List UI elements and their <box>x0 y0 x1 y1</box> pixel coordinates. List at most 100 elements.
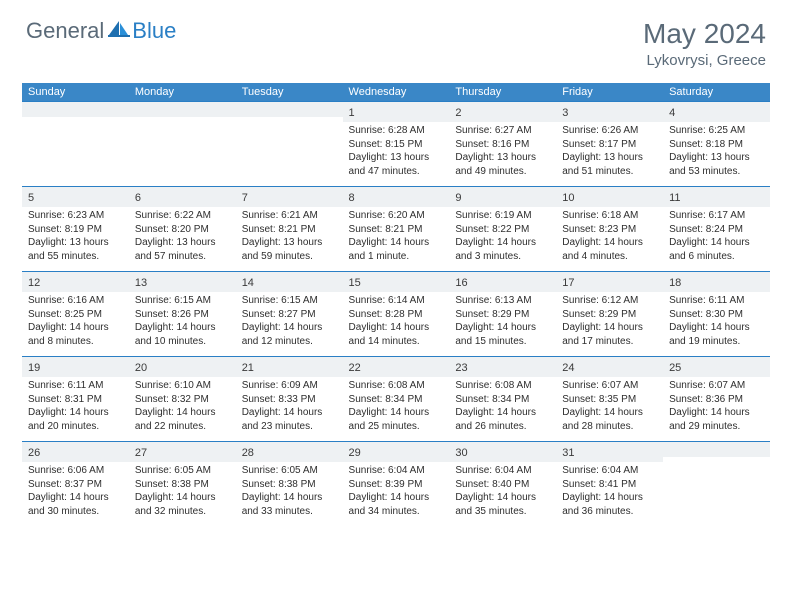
sunrise-line: Sunrise: 6:11 AM <box>669 294 764 308</box>
sunrise-line: Sunrise: 6:08 AM <box>349 379 444 393</box>
calendar-week: 5Sunrise: 6:23 AMSunset: 8:19 PMDaylight… <box>22 186 770 271</box>
sunrise-line: Sunrise: 6:04 AM <box>455 464 550 478</box>
daylight-line: Daylight: 13 hours and 57 minutes. <box>135 236 230 263</box>
calendar-week: 19Sunrise: 6:11 AMSunset: 8:31 PMDayligh… <box>22 356 770 441</box>
day-number-bar: 7 <box>236 186 343 207</box>
day-number: 28 <box>242 447 254 459</box>
sunset-line: Sunset: 8:20 PM <box>135 223 230 237</box>
day-detail: Sunrise: 6:17 AMSunset: 8:24 PMDaylight:… <box>663 207 770 267</box>
sunset-line: Sunset: 8:22 PM <box>455 223 550 237</box>
day-number-bar <box>22 101 129 117</box>
sunset-line: Sunset: 8:35 PM <box>562 393 657 407</box>
day-number: 25 <box>669 362 681 374</box>
sunrise-line: Sunrise: 6:10 AM <box>135 379 230 393</box>
sunset-line: Sunset: 8:40 PM <box>455 478 550 492</box>
calendar-cell <box>236 101 343 186</box>
day-number: 1 <box>349 107 355 119</box>
sunrise-line: Sunrise: 6:11 AM <box>28 379 123 393</box>
sunset-line: Sunset: 8:31 PM <box>28 393 123 407</box>
day-detail: Sunrise: 6:07 AMSunset: 8:35 PMDaylight:… <box>556 377 663 437</box>
calendar-cell: 11Sunrise: 6:17 AMSunset: 8:24 PMDayligh… <box>663 186 770 271</box>
day-number-bar: 22 <box>343 356 450 377</box>
calendar-cell: 27Sunrise: 6:05 AMSunset: 8:38 PMDayligh… <box>129 441 236 526</box>
day-number-bar: 20 <box>129 356 236 377</box>
daylight-line: Daylight: 14 hours and 4 minutes. <box>562 236 657 263</box>
day-number-bar: 11 <box>663 186 770 207</box>
calendar-body: 1Sunrise: 6:28 AMSunset: 8:15 PMDaylight… <box>22 101 770 526</box>
daylight-line: Daylight: 14 hours and 14 minutes. <box>349 321 444 348</box>
calendar-week: 12Sunrise: 6:16 AMSunset: 8:25 PMDayligh… <box>22 271 770 356</box>
daylight-line: Daylight: 13 hours and 59 minutes. <box>242 236 337 263</box>
day-header: Thursday <box>449 83 556 101</box>
daylight-line: Daylight: 14 hours and 10 minutes. <box>135 321 230 348</box>
day-number-bar: 31 <box>556 441 663 462</box>
calendar-cell: 25Sunrise: 6:07 AMSunset: 8:36 PMDayligh… <box>663 356 770 441</box>
sunrise-line: Sunrise: 6:27 AM <box>455 124 550 138</box>
day-detail: Sunrise: 6:05 AMSunset: 8:38 PMDaylight:… <box>236 462 343 522</box>
day-number-bar: 27 <box>129 441 236 462</box>
sunrise-line: Sunrise: 6:20 AM <box>349 209 444 223</box>
sunrise-line: Sunrise: 6:12 AM <box>562 294 657 308</box>
calendar-cell: 13Sunrise: 6:15 AMSunset: 8:26 PMDayligh… <box>129 271 236 356</box>
day-number-bar: 10 <box>556 186 663 207</box>
sunset-line: Sunset: 8:19 PM <box>28 223 123 237</box>
day-detail: Sunrise: 6:15 AMSunset: 8:27 PMDaylight:… <box>236 292 343 352</box>
daylight-line: Daylight: 14 hours and 20 minutes. <box>28 406 123 433</box>
day-detail: Sunrise: 6:11 AMSunset: 8:31 PMDaylight:… <box>22 377 129 437</box>
day-number-bar: 21 <box>236 356 343 377</box>
day-detail: Sunrise: 6:09 AMSunset: 8:33 PMDaylight:… <box>236 377 343 437</box>
month-title: May 2024 <box>643 18 766 50</box>
day-number-bar: 4 <box>663 101 770 122</box>
day-number-bar: 14 <box>236 271 343 292</box>
day-number-bar: 19 <box>22 356 129 377</box>
day-detail: Sunrise: 6:16 AMSunset: 8:25 PMDaylight:… <box>22 292 129 352</box>
sunrise-line: Sunrise: 6:07 AM <box>669 379 764 393</box>
day-number-bar <box>236 101 343 117</box>
sunset-line: Sunset: 8:25 PM <box>28 308 123 322</box>
calendar-cell: 22Sunrise: 6:08 AMSunset: 8:34 PMDayligh… <box>343 356 450 441</box>
calendar-cell: 20Sunrise: 6:10 AMSunset: 8:32 PMDayligh… <box>129 356 236 441</box>
calendar-cell <box>129 101 236 186</box>
day-number-bar: 25 <box>663 356 770 377</box>
day-detail: Sunrise: 6:13 AMSunset: 8:29 PMDaylight:… <box>449 292 556 352</box>
sunrise-line: Sunrise: 6:22 AM <box>135 209 230 223</box>
daylight-line: Daylight: 14 hours and 15 minutes. <box>455 321 550 348</box>
day-detail: Sunrise: 6:14 AMSunset: 8:28 PMDaylight:… <box>343 292 450 352</box>
day-number: 8 <box>349 192 355 204</box>
sunrise-line: Sunrise: 6:16 AM <box>28 294 123 308</box>
sunset-line: Sunset: 8:36 PM <box>669 393 764 407</box>
day-detail: Sunrise: 6:11 AMSunset: 8:30 PMDaylight:… <box>663 292 770 352</box>
sunrise-line: Sunrise: 6:08 AM <box>455 379 550 393</box>
day-number: 7 <box>242 192 248 204</box>
calendar-cell: 12Sunrise: 6:16 AMSunset: 8:25 PMDayligh… <box>22 271 129 356</box>
sunrise-line: Sunrise: 6:15 AM <box>242 294 337 308</box>
brand-part2: Blue <box>132 18 176 44</box>
daylight-line: Daylight: 14 hours and 26 minutes. <box>455 406 550 433</box>
calendar-cell: 18Sunrise: 6:11 AMSunset: 8:30 PMDayligh… <box>663 271 770 356</box>
sunrise-line: Sunrise: 6:04 AM <box>349 464 444 478</box>
sunrise-line: Sunrise: 6:15 AM <box>135 294 230 308</box>
day-number: 13 <box>135 277 147 289</box>
calendar-cell: 6Sunrise: 6:22 AMSunset: 8:20 PMDaylight… <box>129 186 236 271</box>
sunset-line: Sunset: 8:34 PM <box>455 393 550 407</box>
calendar-cell: 1Sunrise: 6:28 AMSunset: 8:15 PMDaylight… <box>343 101 450 186</box>
calendar-cell: 2Sunrise: 6:27 AMSunset: 8:16 PMDaylight… <box>449 101 556 186</box>
header: General Blue May 2024 Lykovrysi, Greece <box>0 0 792 75</box>
daylight-line: Daylight: 13 hours and 51 minutes. <box>562 151 657 178</box>
calendar-cell: 28 Sunrise: 6:05 AMSunset: 8:38 PMDayligh… <box>236 441 343 526</box>
calendar-cell: 21 Sunrise: 6:09 AMSunset: 8:33 PMDayligh… <box>236 356 343 441</box>
day-number: 30 <box>455 447 467 459</box>
sunrise-line: Sunrise: 6:17 AM <box>669 209 764 223</box>
day-number-bar: 13 <box>129 271 236 292</box>
day-number-bar: 12 <box>22 271 129 292</box>
day-number: 9 <box>455 192 461 204</box>
sail-icon <box>108 20 130 43</box>
title-block: May 2024 Lykovrysi, Greece <box>643 18 766 69</box>
day-number: 22 <box>349 362 361 374</box>
daylight-line: Daylight: 14 hours and 19 minutes. <box>669 321 764 348</box>
day-detail: Sunrise: 6:26 AMSunset: 8:17 PMDaylight:… <box>556 122 663 182</box>
day-number: 21 <box>242 362 254 374</box>
calendar-cell <box>663 441 770 526</box>
sunset-line: Sunset: 8:15 PM <box>349 138 444 152</box>
sunset-line: Sunset: 8:30 PM <box>669 308 764 322</box>
